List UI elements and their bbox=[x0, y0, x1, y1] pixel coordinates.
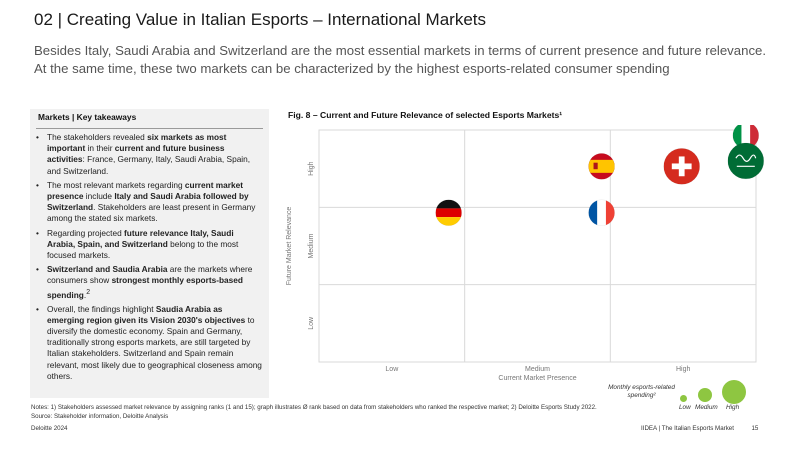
size-legend-low-bubble bbox=[680, 395, 687, 402]
footer-company: Deloitte 2024 bbox=[31, 425, 68, 432]
size-legend-high-bubble bbox=[722, 380, 746, 404]
page-title: 02 | Creating Value in Italian Esports –… bbox=[34, 10, 487, 29]
page-number: 15 bbox=[751, 425, 759, 432]
y-tick-label: Low bbox=[308, 316, 315, 330]
x-axis-label: Current Market Presence bbox=[498, 375, 576, 382]
y-tick-label: Medium bbox=[308, 233, 315, 258]
x-tick-label: Low bbox=[385, 366, 399, 373]
saudi-arabia-flag bbox=[727, 142, 765, 180]
france-flag bbox=[588, 199, 615, 227]
takeaway-item: The most relevant markets regarding curr… bbox=[36, 180, 262, 225]
takeaway-item: Switzerland and Saudia Arabia are the ma… bbox=[36, 264, 262, 300]
x-tick-label: Medium bbox=[525, 366, 550, 373]
key-takeaways-panel: Markets | Key takeaways The stakeholders… bbox=[30, 109, 269, 398]
chart-axes: Low Medium High Low Medium High Current Market… bbox=[286, 161, 690, 382]
key-takeaways-heading: Markets | Key takeaways bbox=[38, 112, 137, 122]
chart-grid bbox=[318, 129, 757, 363]
takeaway-item: The stakeholders revealed six markets as… bbox=[36, 132, 262, 177]
size-legend-title: Monthly esports-related spending² bbox=[608, 384, 675, 399]
size-legend-low-label: Low bbox=[679, 404, 691, 411]
size-legend: Monthly esports-related spending² Low Me… bbox=[596, 378, 771, 415]
x-tick-label: High bbox=[676, 366, 691, 373]
size-legend-medium-label: Medium bbox=[695, 404, 718, 411]
y-axis-label: Future Market Relevance bbox=[286, 207, 293, 286]
takeaway-item: Overall, the findings highlight Saudia A… bbox=[36, 304, 262, 382]
page-subtitle: Besides Italy, Saudi Arabia and Switzerl… bbox=[34, 43, 767, 76]
germany-flag bbox=[435, 199, 462, 227]
footer-right: IIDEA | The Italian Esports Market 15 bbox=[641, 425, 758, 432]
notes-text: Notes: 1) Stakeholders assessed market r… bbox=[31, 404, 597, 411]
notes: Notes: 1) Stakeholders assessed market r… bbox=[31, 404, 597, 421]
market-relevance-chart: Low Medium High Low Medium High Current Market… bbox=[286, 125, 765, 382]
divider bbox=[36, 128, 263, 129]
spain-flag bbox=[588, 153, 615, 180]
takeaways-list: The stakeholders revealed six markets as… bbox=[36, 132, 262, 385]
y-tick-label: High bbox=[308, 161, 315, 176]
takeaway-item: Regarding projected future relevance Ita… bbox=[36, 228, 262, 262]
size-legend-high-label: High bbox=[726, 404, 740, 411]
plot-border bbox=[318, 129, 757, 363]
switzerland-flag bbox=[663, 148, 701, 185]
chart-points bbox=[435, 125, 765, 227]
footer-publication: IIDEA | The Italian Esports Market bbox=[641, 425, 734, 432]
figure-title: Fig. 8 – Current and Future Relevance of… bbox=[288, 110, 563, 120]
source-text: Source: Stakeholder information, Deloitt… bbox=[31, 412, 169, 420]
size-legend-medium-bubble bbox=[698, 388, 712, 402]
